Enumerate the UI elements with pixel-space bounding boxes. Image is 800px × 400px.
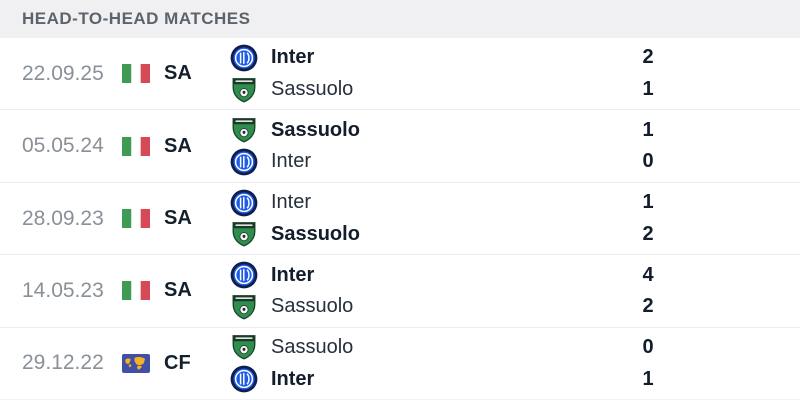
team-score: 0 xyxy=(642,335,654,358)
competition-label: SA xyxy=(164,134,192,157)
team-badge xyxy=(230,76,258,104)
team-name: Sassuolo xyxy=(271,78,354,101)
match-date: 29.12.22 xyxy=(22,351,104,375)
team-score: 2 xyxy=(642,46,654,69)
team-name: Sassuolo xyxy=(271,295,354,318)
team-badge xyxy=(230,261,258,289)
teams-block: Inter 1 Sassuolo 2 xyxy=(230,183,800,254)
team-badge xyxy=(230,189,258,217)
italy-flag-icon xyxy=(122,281,150,301)
team-score: 1 xyxy=(642,191,654,214)
team-line: Inter 1 xyxy=(230,187,800,219)
team-score: 1 xyxy=(642,78,654,101)
team-line: Inter 0 xyxy=(230,146,800,178)
teams-block: Inter 4 Sassuolo 2 xyxy=(230,255,800,326)
match-row[interactable]: 22.09.25 SA Inter 2 xyxy=(0,38,800,111)
sassuolo-crest-icon xyxy=(232,77,256,103)
team-score: 2 xyxy=(642,222,654,245)
competition-label: SA xyxy=(164,62,192,85)
team-badge xyxy=(230,220,258,248)
match-date: 14.05.23 xyxy=(22,278,104,302)
team-name: Sassuolo xyxy=(271,335,354,358)
italy-flag-icon xyxy=(122,64,150,84)
section-title: HEAD-TO-HEAD MATCHES xyxy=(22,9,251,28)
competition-label: SA xyxy=(164,207,192,230)
competition-flag xyxy=(122,281,150,301)
team-line: Sassuolo 1 xyxy=(230,114,800,146)
team-name: Inter xyxy=(271,191,312,214)
sassuolo-crest-icon xyxy=(232,222,256,247)
world-flag-icon xyxy=(122,353,150,373)
team-score: 1 xyxy=(642,367,654,390)
inter-crest-icon xyxy=(230,148,258,176)
sassuolo-crest-icon xyxy=(232,294,256,320)
competition-flag xyxy=(122,64,150,84)
inter-crest-icon xyxy=(230,365,258,393)
team-line: Inter 4 xyxy=(230,259,800,291)
inter-crest-icon xyxy=(230,189,258,217)
team-line: Sassuolo 1 xyxy=(230,74,800,106)
teams-block: Sassuolo 0 Inter 1 xyxy=(230,328,800,399)
inter-crest-icon xyxy=(230,44,258,72)
team-name: Inter xyxy=(271,46,315,69)
teams-block: Sassuolo 1 Inter 0 xyxy=(230,110,800,181)
team-line: Inter 2 xyxy=(230,42,800,74)
team-badge xyxy=(230,148,258,176)
sassuolo-crest-icon xyxy=(232,118,256,143)
teams-block: Inter 2 Sassuolo 1 xyxy=(230,38,800,109)
competition-label: CF xyxy=(164,351,191,374)
competition-label: SA xyxy=(164,279,192,302)
match-row[interactable]: 14.05.23 SA Inter 4 xyxy=(0,255,800,328)
match-row[interactable]: 29.12.22 CF Sassuolo 0 xyxy=(0,327,800,400)
team-line: Sassuolo 2 xyxy=(230,219,800,251)
team-score: 0 xyxy=(642,150,654,173)
team-line: Sassuolo 0 xyxy=(230,332,800,364)
team-name: Sassuolo xyxy=(271,118,360,141)
match-row[interactable]: 28.09.23 SA Inter 1 xyxy=(0,182,800,256)
team-name: Inter xyxy=(271,263,315,286)
team-badge xyxy=(230,333,258,361)
team-badge xyxy=(230,116,258,144)
match-row[interactable]: 05.05.24 SA Sassuolo 1 xyxy=(0,110,800,183)
team-score: 2 xyxy=(642,295,654,318)
section-header: HEAD-TO-HEAD MATCHES xyxy=(0,0,800,38)
team-badge xyxy=(230,293,258,321)
competition-flag xyxy=(122,353,150,373)
sassuolo-crest-icon xyxy=(232,335,256,360)
team-line: Sassuolo 2 xyxy=(230,291,800,323)
team-name: Inter xyxy=(271,150,312,173)
team-score: 4 xyxy=(642,263,654,286)
match-date: 28.09.23 xyxy=(22,206,104,230)
team-badge xyxy=(230,365,258,393)
team-score: 1 xyxy=(642,118,654,141)
italy-flag-icon xyxy=(122,136,150,156)
competition-flag xyxy=(122,136,150,156)
match-date: 05.05.24 xyxy=(22,134,104,158)
team-name: Inter xyxy=(271,367,315,390)
competition-flag xyxy=(122,209,150,229)
match-date: 22.09.25 xyxy=(22,61,104,85)
italy-flag-icon xyxy=(122,209,150,229)
team-name: Sassuolo xyxy=(271,222,360,245)
matches-list: 22.09.25 SA Inter 2 xyxy=(0,38,800,400)
team-badge xyxy=(230,44,258,72)
inter-crest-icon xyxy=(230,261,258,289)
team-line: Inter 1 xyxy=(230,363,800,395)
